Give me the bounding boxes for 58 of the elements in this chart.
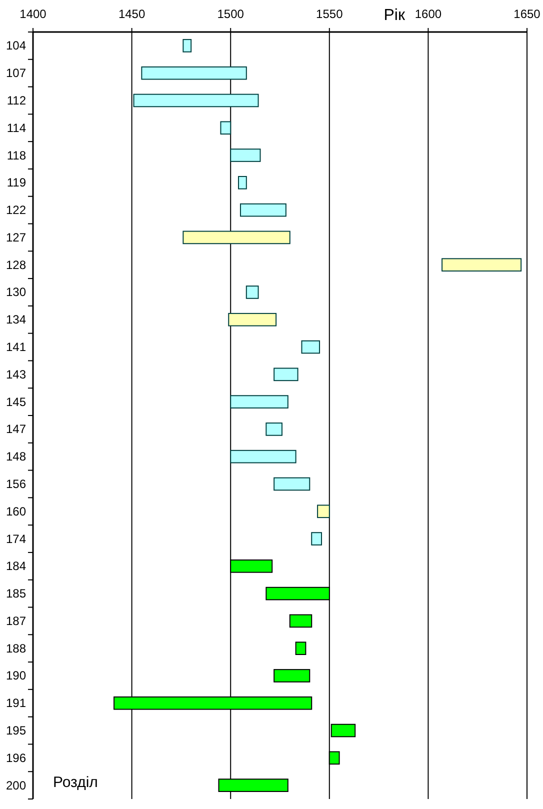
y-tick-label: 196 — [6, 750, 26, 765]
bar — [230, 450, 296, 464]
x-tick-label: 1600 — [414, 7, 442, 21]
x-tick-label: 1550 — [316, 7, 344, 21]
bar — [301, 340, 320, 354]
y-tick-label: 191 — [6, 696, 26, 710]
bar — [133, 94, 259, 108]
bar — [230, 148, 261, 162]
bar — [274, 477, 310, 491]
bar — [246, 286, 259, 299]
y-tick-label: 195 — [6, 724, 26, 738]
y-tick-label: 119 — [6, 176, 26, 190]
bar — [442, 258, 522, 272]
bar — [182, 39, 192, 52]
bar — [317, 504, 330, 518]
y-tick-label: 134 — [6, 312, 26, 327]
y-tick-label: 190 — [6, 668, 26, 683]
bar — [182, 230, 290, 244]
bar — [230, 395, 288, 408]
y-tick-label: 185 — [6, 586, 26, 601]
y-tick-label: 128 — [6, 258, 26, 272]
y-tick-label: 160 — [6, 504, 26, 518]
bar — [274, 368, 298, 382]
y-tick-label: 147 — [6, 422, 26, 436]
x-axis-title: Рік — [384, 7, 406, 24]
x-tick-label: 1450 — [118, 7, 146, 21]
y-tick-label: 184 — [6, 559, 26, 574]
bar — [240, 203, 286, 217]
y-tick-label: 118 — [6, 148, 26, 162]
y-tick-label: 145 — [6, 394, 26, 409]
y-tick-label: 148 — [6, 450, 26, 464]
y-tick-label: 130 — [6, 285, 26, 300]
y-tick-label: 187 — [6, 614, 26, 628]
bar — [289, 614, 312, 628]
y-tick-label: 107 — [6, 66, 26, 80]
bar — [141, 66, 247, 80]
y-tick-label: 141 — [6, 340, 26, 354]
y-tick-label: 200 — [6, 778, 26, 792]
bar — [295, 642, 306, 656]
bar — [311, 532, 322, 546]
bar — [266, 422, 282, 436]
y-tick-label: 143 — [6, 367, 26, 382]
y-axis-title: Розділ — [53, 774, 98, 791]
y-tick-label: 127 — [6, 230, 26, 244]
x-tick-label: 1650 — [514, 7, 541, 21]
y-tick-label: 188 — [6, 641, 26, 656]
y-tick-label: 114 — [6, 120, 26, 135]
y-tick-label: 104 — [6, 38, 26, 53]
y-tick-label: 112 — [6, 93, 26, 108]
bar — [228, 312, 277, 326]
y-tick-label: 122 — [6, 203, 26, 218]
bar — [274, 669, 310, 682]
y-tick-label: 156 — [6, 476, 26, 491]
bar — [238, 176, 247, 190]
bar — [220, 121, 232, 135]
x-tick-label: 1400 — [20, 7, 47, 21]
x-tick-label: 1500 — [217, 7, 244, 21]
y-tick-label: 174 — [6, 532, 26, 546]
